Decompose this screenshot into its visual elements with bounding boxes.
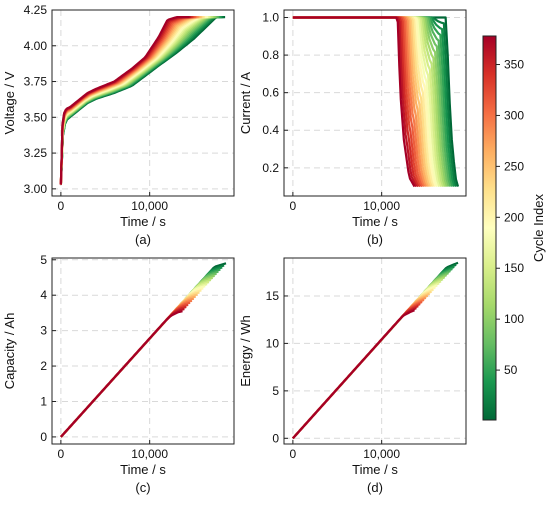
y-tick-label: 3.75 <box>24 75 48 89</box>
y-tick-label: 0 <box>40 430 47 444</box>
plot-frame <box>51 257 235 445</box>
y-tick-label: 3.00 <box>24 182 48 196</box>
cycle-curve <box>60 310 183 438</box>
y-tick-label: 4.25 <box>24 3 48 17</box>
panel-b: 0 10,000 0.2 0.4 0.6 0.8 1.0 Time / s Current / … <box>238 9 467 247</box>
y-tick-label: 4 <box>40 288 47 302</box>
y-tick-label: 3.50 <box>24 110 48 124</box>
y-tick-label: 15 <box>266 289 280 303</box>
x-tick-label: 0 <box>58 447 65 461</box>
plot-frame <box>283 257 467 445</box>
curves-c <box>60 262 227 438</box>
colorbar: 50 100 150 200 250 300 350 Cycle Index <box>482 35 546 421</box>
x-axis-label: Time / s <box>352 214 398 229</box>
panel-a: 0 10,000 3.00 3.25 3.50 3.75 4.00 4.25 Time / s V… <box>2 3 235 247</box>
plot-frame <box>51 9 235 197</box>
x-tick-label: 10,000 <box>131 447 168 461</box>
y-tick-label: 5 <box>40 253 47 267</box>
y-tick-label: 10 <box>266 336 280 350</box>
x-tick-label: 0 <box>290 447 297 461</box>
y-tick-label: 4.00 <box>24 39 48 53</box>
x-axis-label: Time / s <box>120 462 166 477</box>
y-tick-label: 0.6 <box>262 86 279 100</box>
y-tick-label: 0.8 <box>262 48 279 62</box>
y-tick-label: 5 <box>272 384 279 398</box>
colorbar-tick-label: 50 <box>504 363 518 377</box>
panel-c: 0 10,000 0 1 2 3 4 5 Time / s Capacity / Ah (c) <box>2 253 235 495</box>
y-tick-label: 3.25 <box>24 146 48 160</box>
y-axis-label: Current / A <box>238 72 253 134</box>
colorbar-tick-label: 350 <box>504 58 524 72</box>
x-tick-label: 0 <box>58 199 65 213</box>
x-tick-label: 0 <box>290 199 297 213</box>
curves-b <box>292 16 460 188</box>
colorbar-tick-label: 150 <box>504 261 524 275</box>
x-axis-label: Time / s <box>352 462 398 477</box>
cycle-curve <box>59 16 190 185</box>
colorbar-label: Cycle Index <box>531 194 546 262</box>
x-tick-label: 10,000 <box>363 447 400 461</box>
x-tick-label: 10,000 <box>363 199 400 213</box>
panel-label: (b) <box>367 232 383 247</box>
panel-label: (a) <box>135 232 151 247</box>
y-tick-label: 1.0 <box>262 11 279 25</box>
panel-label: (d) <box>367 480 383 495</box>
panel-label: (c) <box>135 480 150 495</box>
y-axis-label: Energy / Wh <box>238 315 253 387</box>
y-axis-label: Capacity / Ah <box>2 313 17 390</box>
cycle-curve <box>292 16 416 188</box>
colorbar-gradient <box>482 35 497 421</box>
panel-d: 0 10,000 0 5 10 15 Time / s Energy / Wh (d) <box>238 257 467 495</box>
y-tick-label: 1 <box>40 394 47 408</box>
y-tick-label: 2 <box>40 359 47 373</box>
y-tick-label: 0 <box>272 431 279 445</box>
curves-d <box>292 261 459 440</box>
y-axis-label: Voltage / V <box>2 71 17 134</box>
y-tick-label: 0.2 <box>262 161 279 175</box>
curves-a <box>59 16 226 185</box>
x-tick-label: 10,000 <box>131 199 168 213</box>
y-tick-label: 0.4 <box>262 123 279 137</box>
colorbar-tick-label: 300 <box>504 108 524 122</box>
cycle-curve <box>292 309 415 440</box>
colorbar-tick-label: 200 <box>504 210 524 224</box>
colorbar-tick-label: 250 <box>504 159 524 173</box>
colorbar-tick-label: 100 <box>504 312 524 326</box>
y-tick-label: 3 <box>40 324 47 338</box>
x-axis-label: Time / s <box>120 214 166 229</box>
plot-frame <box>283 9 467 197</box>
